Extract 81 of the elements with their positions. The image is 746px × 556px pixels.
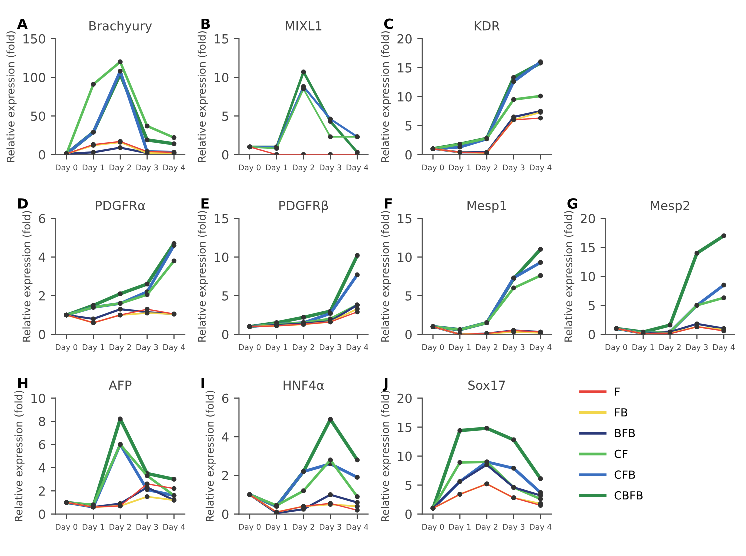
y-tick-label: 15	[581, 243, 595, 253]
y-tick-label: 5	[406, 480, 412, 490]
text: B	[202, 18, 210, 30]
y-tick-label: 15	[214, 214, 228, 224]
y-tick-label: 0	[39, 330, 46, 340]
legend-label: CFB	[614, 470, 636, 480]
y-tick-label: 0	[222, 150, 229, 160]
y-tick-label: 0	[39, 150, 46, 160]
text: F	[385, 198, 392, 209]
y-tick-label: 15	[398, 64, 412, 73]
legend-label: F	[615, 388, 620, 396]
y-tick-label: 20	[581, 214, 596, 224]
legend-label: FB	[615, 408, 628, 417]
chart-title: Sox17	[468, 380, 506, 390]
y-axis-title: Relative expression (fold)	[198, 32, 208, 162]
chart-title: KDR	[474, 21, 500, 31]
y-tick-label: 20	[398, 394, 412, 404]
text: C	[384, 18, 394, 30]
y-tick-label: 10	[214, 73, 229, 82]
y-axis-title: Relative expression (fold)	[6, 32, 17, 162]
legend-label: CF	[614, 450, 628, 458]
y-tick-label: 2	[39, 291, 45, 301]
y-tick-label: 150	[24, 34, 46, 44]
y-tick-label: 100	[24, 73, 46, 82]
y-tick-label: 0	[406, 150, 412, 160]
text: D	[18, 198, 28, 209]
y-tick-label: 2	[222, 471, 228, 480]
y-tick-label: 20	[398, 34, 412, 44]
text: I	[202, 378, 204, 389]
y-tick-label: 15	[398, 214, 412, 224]
y-tick-label: 10	[214, 252, 229, 262]
y-axis-title: Relative expression (fold)	[381, 211, 392, 342]
text: J	[382, 378, 388, 392]
text: E	[202, 198, 209, 209]
y-tick-label: 6	[222, 394, 229, 404]
chart-title: HNF4α	[284, 380, 324, 390]
chart-title: Mesp2	[651, 201, 690, 213]
y-tick-label: 0	[39, 510, 46, 520]
y-axis-title: Relative expression (fold)	[14, 390, 25, 522]
y-tick-label: 10	[398, 252, 412, 262]
y-tick-label: 5	[222, 292, 228, 301]
y-tick-label: 15	[398, 422, 412, 432]
y-tick-label: 6	[39, 440, 46, 450]
y-tick-label: 50	[31, 112, 46, 122]
y-tick-label: 10	[32, 394, 46, 404]
y-tick-label: 5	[406, 122, 412, 131]
chart-title: Brachyury	[90, 21, 152, 34]
y-tick-label: 5	[406, 292, 412, 301]
y-tick-label: 10	[581, 272, 596, 282]
chart-title: Mesp1	[468, 201, 506, 213]
y-tick-label: 4	[38, 252, 46, 262]
legend-label: CBFB	[614, 491, 643, 500]
y-tick-label: 5	[222, 112, 228, 122]
y-tick-label: 4	[222, 432, 229, 442]
y-tick-label: 0	[406, 510, 412, 520]
y-axis-title: Relative expression (fold)	[22, 211, 33, 342]
y-axis-title: Relative expression (fold)	[381, 390, 392, 522]
y-axis-title: Relative expression (fold)	[206, 390, 216, 522]
legend-label: BFB	[615, 429, 636, 438]
y-tick-label: 4	[38, 464, 46, 473]
text: H	[18, 378, 28, 389]
y-axis-title: Relative expression (fold)	[198, 211, 208, 342]
y-tick-label: 0	[588, 330, 596, 340]
y-tick-label: 2	[39, 486, 45, 496]
text: G	[568, 198, 578, 209]
chart-title: AFP	[108, 380, 132, 390]
chart-title: PDGFRβ	[280, 200, 328, 213]
chart-title: MIXL1	[286, 21, 322, 31]
y-tick-label: 6	[39, 214, 46, 224]
text: A	[17, 18, 28, 30]
y-tick-label: 10	[398, 452, 412, 462]
y-tick-label: 15	[214, 34, 228, 44]
y-tick-label: 5	[589, 301, 595, 311]
y-tick-label: 0	[406, 330, 412, 340]
y-tick-label: 8	[39, 417, 46, 426]
y-axis-title: Relative expression (fold)	[381, 32, 392, 162]
y-tick-label: 0	[222, 510, 229, 520]
chart-title: PDGFRα	[96, 201, 146, 210]
y-axis-title: Relative expression (fold)	[564, 211, 575, 342]
y-tick-label: 0	[222, 330, 229, 340]
y-tick-label: 10	[398, 92, 412, 102]
